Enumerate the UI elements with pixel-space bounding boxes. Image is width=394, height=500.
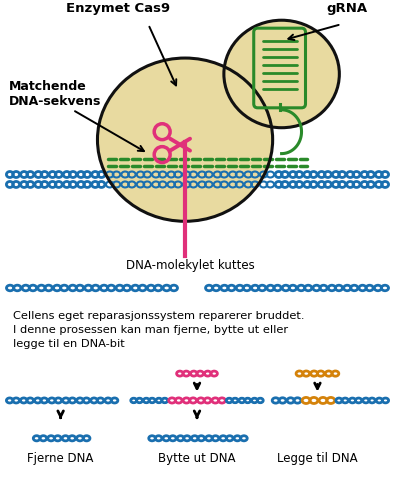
Text: Cellens eget reparasjonssystem reparerer bruddet.
I denne prosessen kan man fjer: Cellens eget reparasjonssystem reparerer… (13, 311, 304, 349)
Text: gRNA: gRNA (327, 2, 368, 16)
Text: Fjerne DNA: Fjerne DNA (28, 452, 94, 465)
Text: Legge til DNA: Legge til DNA (277, 452, 358, 465)
Text: Matchende
DNA-sekvens: Matchende DNA-sekvens (9, 80, 101, 108)
Text: DNA-molekylet kuttes: DNA-molekylet kuttes (126, 259, 255, 272)
Ellipse shape (97, 58, 273, 222)
Text: Bytte ut DNA: Bytte ut DNA (158, 452, 236, 465)
Ellipse shape (224, 20, 339, 128)
Ellipse shape (194, 70, 274, 134)
Ellipse shape (195, 71, 273, 132)
Text: Enzymet Cas9: Enzymet Cas9 (66, 2, 170, 16)
